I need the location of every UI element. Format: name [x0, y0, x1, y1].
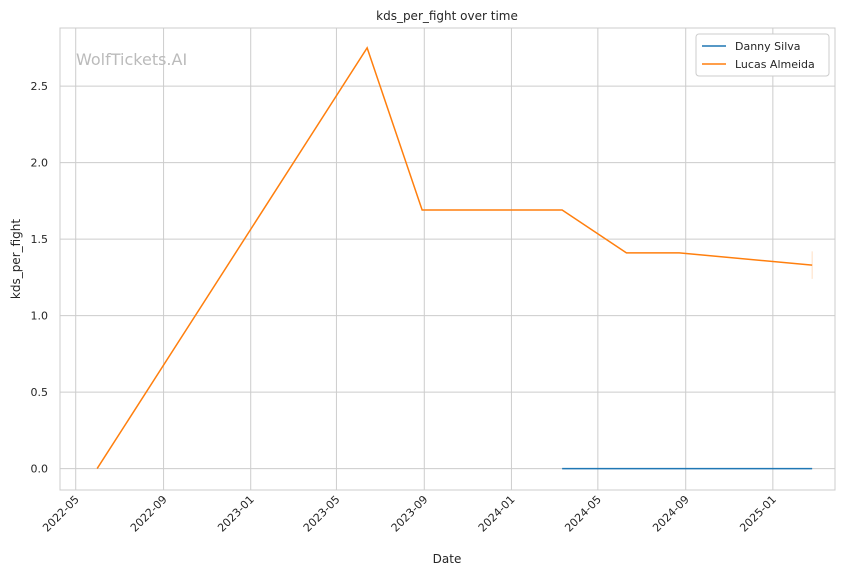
y-axis-label: kds_per_fight	[9, 219, 23, 300]
chart-title: kds_per_fight over time	[376, 9, 518, 23]
y-tick-label: 1.0	[31, 310, 49, 323]
x-axis-label: Date	[433, 552, 462, 566]
x-tick-label: 2024-05	[562, 493, 604, 535]
y-tick-label: 2.0	[31, 157, 49, 170]
y-tick-label: 0.5	[31, 386, 49, 399]
x-tick-label: 2025-01	[737, 493, 779, 535]
x-tick-label: 2022-09	[128, 493, 170, 535]
y-tick-label: 2.5	[31, 80, 49, 93]
watermark: WolfTickets.AI	[76, 50, 187, 69]
x-tick-label: 2023-09	[389, 493, 431, 535]
series-line-lucas-almeida	[96, 46, 813, 469]
plot-frame	[59, 27, 836, 491]
legend-label: Danny Silva	[735, 40, 801, 53]
x-tick-label: 2023-01	[215, 493, 257, 535]
x-tick-label: 2024-01	[476, 493, 518, 535]
legend-label: Lucas Almeida	[735, 58, 815, 71]
x-tick-label: 2023-05	[301, 493, 343, 535]
y-tick-label: 0.0	[31, 463, 49, 476]
x-tick-label: 2022-05	[40, 493, 82, 535]
legend: Danny Silva Lucas Almeida	[695, 33, 830, 77]
y-tick-label: 1.5	[31, 233, 49, 246]
x-tick-label: 2024-09	[650, 493, 692, 535]
